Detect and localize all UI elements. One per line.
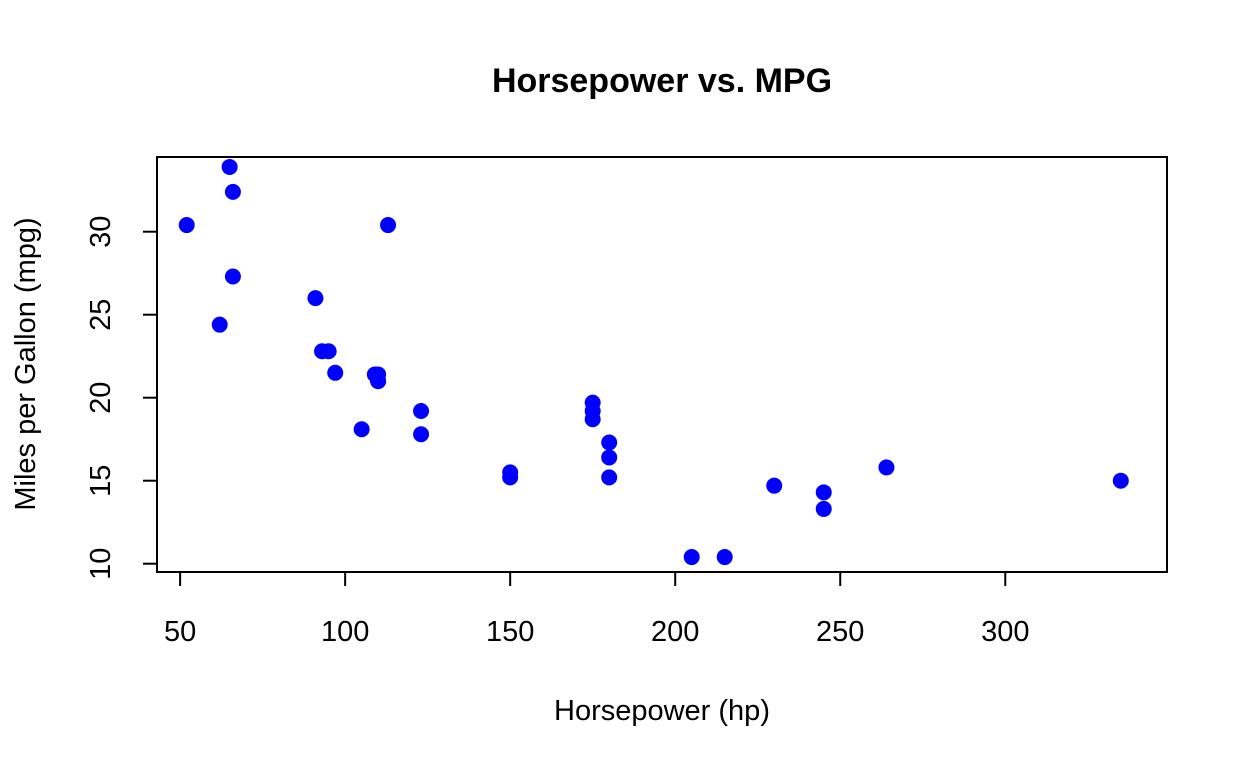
data-point xyxy=(716,549,733,566)
data-point xyxy=(211,316,228,333)
data-point xyxy=(815,484,832,501)
data-point xyxy=(815,500,832,517)
y-axis-label: Miles per Gallon (mpg) xyxy=(10,217,42,510)
x-axis: 50 100 150 200 250 300 xyxy=(164,571,1029,648)
data-point xyxy=(224,268,241,285)
data-point xyxy=(584,394,601,411)
data-point xyxy=(353,421,370,438)
x-tick-label: 150 xyxy=(486,616,534,648)
plot-area-frame xyxy=(156,156,1168,573)
data-point xyxy=(366,366,383,383)
x-tick-label: 200 xyxy=(651,616,699,648)
data-point xyxy=(320,343,337,360)
data-point xyxy=(601,449,618,466)
data-point xyxy=(413,402,430,419)
y-tick-label: 10 xyxy=(85,548,117,580)
data-point xyxy=(502,469,519,486)
data-point xyxy=(683,549,700,566)
data-point xyxy=(327,364,344,381)
data-point xyxy=(307,290,324,307)
data-point xyxy=(178,217,195,234)
data-points xyxy=(178,158,1129,566)
data-point xyxy=(601,469,618,486)
data-point xyxy=(601,434,618,451)
chart-title: Horsepower vs. MPG xyxy=(492,62,832,100)
y-tick-label: 30 xyxy=(85,216,117,248)
data-point xyxy=(221,158,238,175)
y-tick-label: 20 xyxy=(85,382,117,414)
x-tick-label: 100 xyxy=(321,616,369,648)
y-axis: 10 15 20 25 30 xyxy=(85,216,158,580)
x-axis-label: Horsepower (hp) xyxy=(554,695,770,727)
data-point xyxy=(413,426,430,443)
y-tick-label: 15 xyxy=(85,465,117,497)
x-tick-label: 50 xyxy=(164,616,196,648)
x-tick-label: 250 xyxy=(816,616,864,648)
x-tick-label: 300 xyxy=(981,616,1029,648)
data-point xyxy=(766,477,783,494)
data-point xyxy=(224,183,241,200)
data-point xyxy=(878,459,895,476)
data-point xyxy=(1112,472,1129,489)
data-point xyxy=(380,217,397,234)
y-tick-label: 25 xyxy=(85,299,117,331)
